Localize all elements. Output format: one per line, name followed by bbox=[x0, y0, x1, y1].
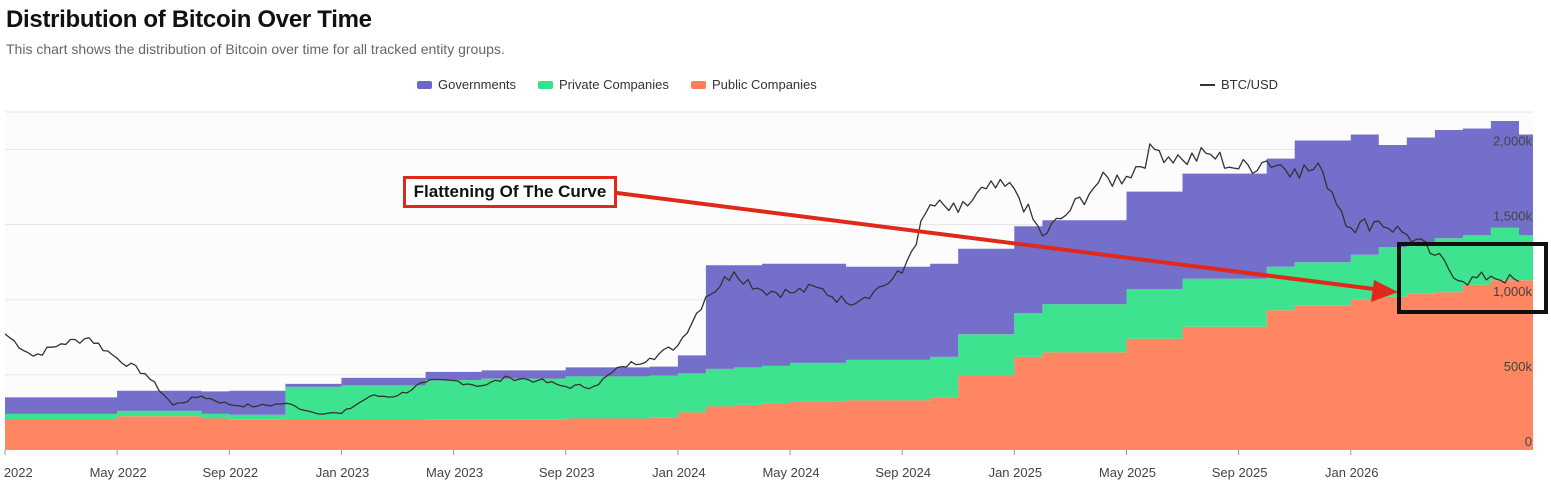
x-tick-label: May 2024 bbox=[762, 465, 819, 480]
x-tick-label: Sep 2025 bbox=[1212, 465, 1268, 480]
annotation-arrow bbox=[615, 191, 1376, 291]
x-tick-label: May 2022 bbox=[90, 465, 147, 480]
chart-title: Distribution of Bitcoin Over Time bbox=[6, 6, 372, 33]
annotation-layer bbox=[615, 191, 1548, 314]
x-tick-label: Sep 2022 bbox=[202, 465, 258, 480]
btc-usd-line-icon bbox=[1200, 83, 1215, 86]
y-tick-label: 1,000k bbox=[1493, 284, 1533, 299]
x-tick-label: Jan 2024 bbox=[652, 465, 706, 480]
annotation-label: Flattening Of The Curve bbox=[403, 176, 617, 208]
x-tick-label: Sep 2024 bbox=[875, 465, 931, 480]
x-axis-ticks: Jan 2022 May 2022 Sep 2022 Jan 2023 May 2023… bbox=[0, 450, 1379, 480]
x-tick-label: Jan 2026 bbox=[1325, 465, 1379, 480]
area-public-companies bbox=[5, 280, 1533, 450]
x-tick-label: May 2025 bbox=[1099, 465, 1156, 480]
x-tick-label: Jan 2023 bbox=[316, 465, 370, 480]
stacked-areas bbox=[5, 121, 1533, 450]
annotation-arrowhead bbox=[1371, 280, 1398, 302]
x-tick-label: Jan 2022 bbox=[0, 465, 33, 480]
y-tick-label: 0 bbox=[1525, 434, 1532, 449]
y-tick-label: 2,000k bbox=[1493, 134, 1533, 149]
x-tick-label: May 2023 bbox=[426, 465, 483, 480]
legend-item-public-companies[interactable]: Public Companies bbox=[691, 77, 817, 92]
legend-label-private-companies: Private Companies bbox=[559, 77, 669, 92]
highlight-box bbox=[1397, 242, 1548, 314]
public-companies-swatch-icon bbox=[691, 80, 706, 89]
x-tick-label: Jan 2025 bbox=[989, 465, 1043, 480]
x-tick-label: Sep 2023 bbox=[539, 465, 595, 480]
area-governments bbox=[5, 121, 1533, 415]
y-tick-label: 1,500k bbox=[1493, 209, 1533, 224]
legend-label-public-companies: Public Companies bbox=[712, 77, 817, 92]
legend-label-governments: Governments bbox=[438, 77, 517, 92]
y-tick-label: 500k bbox=[1504, 359, 1533, 374]
y-axis-ticks: 0 500k 1,000k 1,500k 2,000k bbox=[1493, 134, 1533, 449]
btc-usd-line bbox=[4, 143, 1520, 415]
legend-item-governments[interactable]: Governments bbox=[417, 77, 516, 92]
legend-item-btc-usd[interactable]: BTC/USD bbox=[1200, 77, 1278, 92]
legend-label-btc-usd: BTC/USD bbox=[1221, 77, 1279, 92]
legend-item-private-companies[interactable]: Private Companies bbox=[538, 77, 669, 92]
area-private-companies bbox=[5, 227, 1533, 420]
btc-usd-layer bbox=[4, 143, 1520, 415]
private-companies-swatch-icon bbox=[538, 80, 553, 89]
chart-subtitle: This chart shows the distribution of Bit… bbox=[6, 41, 505, 57]
governments-swatch-icon bbox=[417, 80, 432, 89]
